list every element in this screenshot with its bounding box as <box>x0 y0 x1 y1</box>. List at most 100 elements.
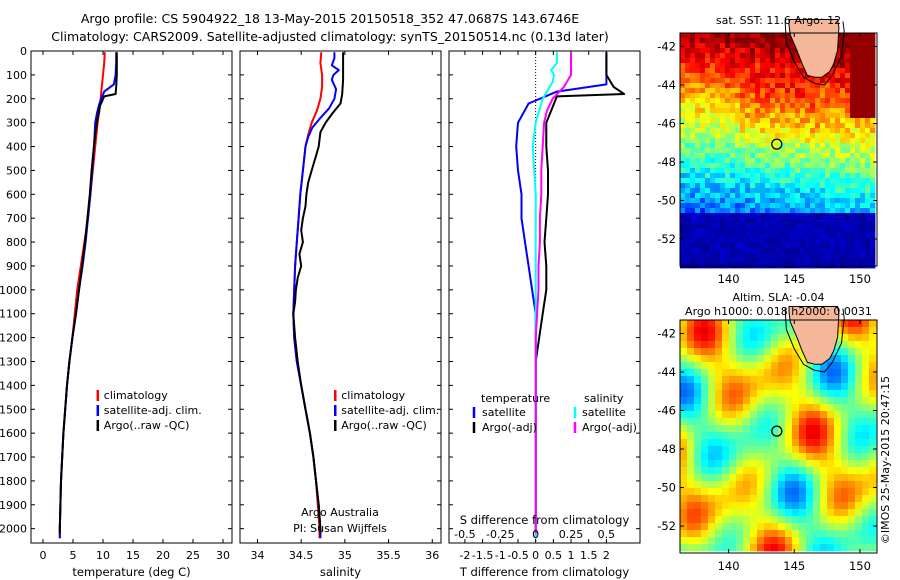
map-cell <box>743 509 751 517</box>
map-cell <box>835 53 841 59</box>
map-cell <box>760 158 766 164</box>
map-cell <box>695 133 701 139</box>
map-cell <box>680 168 686 174</box>
depth-tick-label: 400 <box>6 141 27 154</box>
map-cell <box>855 495 863 503</box>
map-cell <box>785 348 793 356</box>
map-cell <box>800 143 806 149</box>
map-cell <box>771 488 779 496</box>
map-cell <box>690 208 696 214</box>
map-cell <box>848 418 856 426</box>
map-cell <box>700 188 706 194</box>
map-cell <box>722 334 730 342</box>
map-cell <box>757 488 765 496</box>
map-cell <box>771 474 779 482</box>
map-cell <box>785 243 791 249</box>
map-cell <box>795 133 801 139</box>
map-cell <box>729 453 737 461</box>
map-cell <box>710 243 716 249</box>
map-cell <box>785 248 791 254</box>
map-cell <box>700 113 706 119</box>
map-cell <box>840 53 846 59</box>
map-cell <box>860 148 866 154</box>
map-cell <box>813 544 821 552</box>
map-cell <box>785 327 793 335</box>
map-cell <box>685 118 691 124</box>
map-cell <box>855 93 861 99</box>
map-cell <box>800 158 806 164</box>
map-cell <box>705 203 711 209</box>
map-cell <box>757 495 765 503</box>
map-cell <box>850 33 856 39</box>
map-cell <box>680 203 686 209</box>
map-cell <box>710 158 716 164</box>
map-cell <box>799 439 807 447</box>
map-cell <box>760 153 766 159</box>
map-cell <box>687 341 695 349</box>
map-cell <box>827 355 835 363</box>
map-cell <box>862 488 870 496</box>
map-cell <box>785 88 791 94</box>
map-cell <box>785 38 791 44</box>
map-cell <box>705 43 711 49</box>
map-cell <box>800 223 806 229</box>
map-cell <box>715 439 723 447</box>
map-cell <box>715 544 723 552</box>
legend-entry: climatology <box>104 389 168 402</box>
map-cell <box>778 453 786 461</box>
map-cell <box>790 223 796 229</box>
map-cell <box>745 168 751 174</box>
map-cell <box>790 58 796 64</box>
map-cell <box>840 193 846 199</box>
map-x-tick-label: 145 <box>783 559 805 573</box>
map-cell <box>845 218 851 224</box>
map-cell <box>848 474 856 482</box>
map-cell <box>740 138 746 144</box>
map-cell <box>770 108 776 114</box>
map-cell <box>834 495 842 503</box>
map-cell <box>771 509 779 517</box>
map-cell <box>830 238 836 244</box>
map-cell <box>840 183 846 189</box>
map-cell <box>715 168 721 174</box>
map-cell <box>855 397 863 405</box>
map-cell <box>695 178 701 184</box>
map-cell <box>869 460 877 468</box>
map-cell <box>755 93 761 99</box>
map-cell <box>745 108 751 114</box>
map-cell <box>720 178 726 184</box>
map-cell <box>729 404 737 412</box>
map-cell <box>740 38 746 44</box>
map-cell <box>708 495 716 503</box>
map-cell <box>680 418 688 426</box>
map-cell <box>855 198 861 204</box>
map-cell <box>813 425 821 433</box>
map-cell <box>830 198 836 204</box>
map-cell <box>840 238 846 244</box>
map-cell <box>760 148 766 154</box>
map-cell <box>775 228 781 234</box>
map-cell <box>785 178 791 184</box>
map-cell <box>870 133 876 139</box>
map-cell <box>700 78 706 84</box>
map-cell <box>765 93 771 99</box>
map-cell <box>820 238 826 244</box>
map-cell <box>685 43 691 49</box>
map-cell <box>725 158 731 164</box>
map-cell <box>745 83 751 89</box>
map-cell <box>810 88 816 94</box>
map-cell <box>750 93 756 99</box>
map-cell <box>865 63 871 69</box>
map-cell <box>805 133 811 139</box>
map-cell <box>680 68 686 74</box>
map-cell <box>695 158 701 164</box>
map-cell <box>830 253 836 259</box>
map-cell <box>850 243 856 249</box>
map-cell <box>855 218 861 224</box>
map-cell <box>690 203 696 209</box>
map-cell <box>720 258 726 264</box>
map-cell <box>729 411 737 419</box>
map-cell <box>695 123 701 129</box>
map-cell <box>720 113 726 119</box>
map-cell <box>770 188 776 194</box>
